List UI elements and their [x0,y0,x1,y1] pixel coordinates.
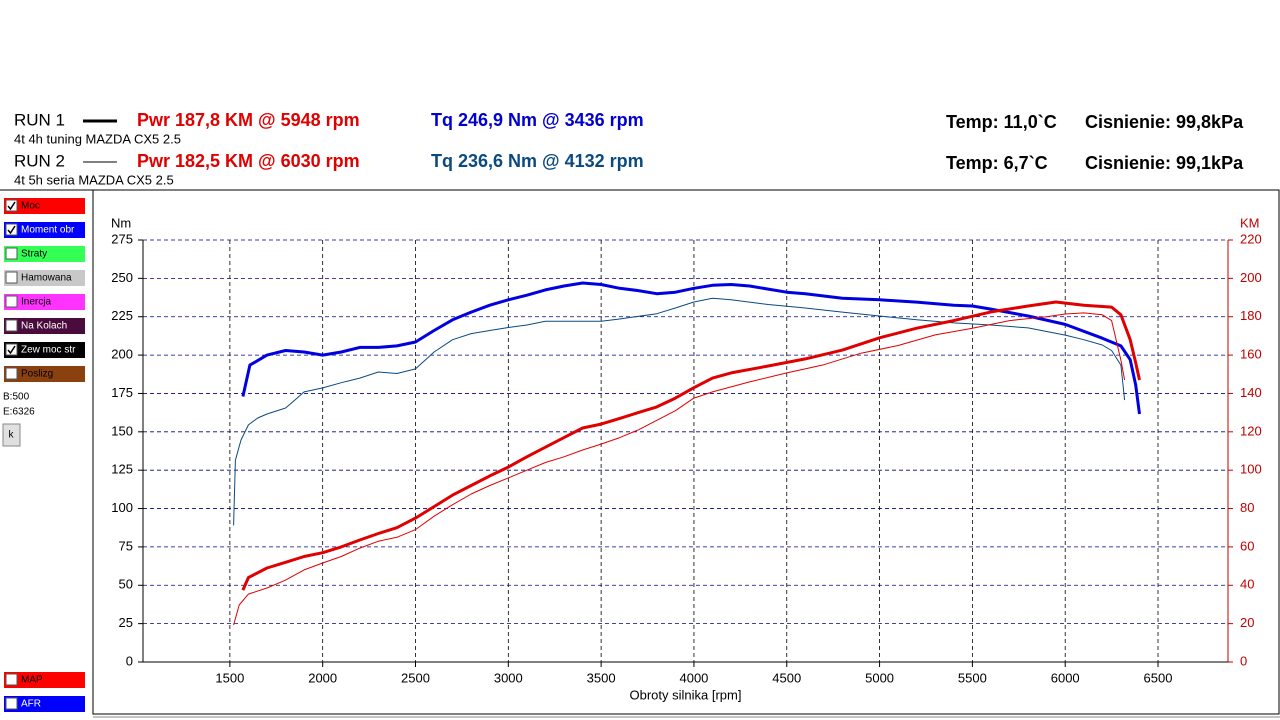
checkbox-label: AFR [21,699,41,710]
y-tick-label: 250 [111,270,133,285]
y2-tick-label: 100 [1240,462,1262,477]
checkbox-button[interactable] [4,318,85,334]
run-power: Pwr 182,5 KM @ 6030 rpm [137,151,360,171]
checkbox[interactable] [5,247,18,260]
checkbox[interactable] [5,319,18,332]
run-description: 4t 4h tuning MAZDA CX5 2.5 [14,131,181,146]
run-name: RUN 1 [14,110,65,129]
y-tick-label: 175 [111,385,133,400]
data-line [233,297,1126,526]
y2-tick-label: 140 [1240,385,1262,400]
y2-tick-label: 0 [1240,653,1247,668]
x-tick-label: 2000 [308,670,337,685]
x-tick-label: 3500 [587,670,616,685]
checkbox-button[interactable] [4,246,85,262]
y2-tick-label: 120 [1240,423,1262,438]
x-tick-label: 6500 [1144,670,1173,685]
run-pressure: Cisnienie: 99,8kPa [1085,112,1244,132]
checkbox-button[interactable] [4,294,85,310]
checkbox-label: Hamowana [21,273,72,284]
y-axis-label: Nm [111,215,131,230]
checkbox[interactable] [5,223,18,236]
check-mark [7,345,16,355]
y2-tick-label: 80 [1240,500,1254,515]
checkbox[interactable] [5,295,18,308]
x-tick-label: 6000 [1051,670,1080,685]
checkbox-label: MAP [21,675,43,686]
run-power: Pwr 187,8 KM @ 5948 rpm [137,110,360,130]
info-text: B:500 [3,392,30,403]
checkbox-button[interactable] [4,696,85,712]
checkbox[interactable] [5,697,18,710]
y2-tick-label: 200 [1240,270,1262,285]
run-temp: Temp: 6,7`C [946,153,1048,173]
check-mark [7,201,16,211]
checkbox-button[interactable] [4,342,85,358]
y2-tick-label: 60 [1240,538,1254,553]
y-tick-label: 225 [111,308,133,323]
y-tick-label: 200 [111,347,133,362]
x-tick-label: 1500 [215,670,244,685]
y-tick-label: 0 [126,653,133,668]
checkbox-label: Zew moc str [21,345,76,356]
checkbox-label: Inercja [21,297,51,308]
checkbox-label: Moment obr [21,225,75,236]
run-temp: Temp: 11,0`C [946,112,1057,132]
x-axis-label: Obroty silnika [rpm] [630,687,742,702]
run-pressure: Cisnienie: 99,1kPa [1085,153,1244,173]
run-torque: Tq 236,6 Nm @ 4132 rpm [431,151,644,171]
y-tick-label: 125 [111,462,133,477]
checkbox-button[interactable] [4,270,85,286]
data-line [241,281,1141,415]
y2-tick-label: 40 [1240,577,1254,592]
checkbox[interactable] [5,199,18,212]
data-line [241,300,1141,591]
y2-tick-label: 160 [1240,347,1262,362]
y-tick-label: 75 [119,538,133,553]
x-tick-label: 2500 [401,670,430,685]
run-torque: Tq 246,9 Nm @ 3436 rpm [431,110,644,130]
checkbox-label: Moc [21,201,40,212]
y2-tick-label: 180 [1240,308,1262,323]
button-label: k [9,430,15,441]
checkbox-label: Na Kolach [21,321,67,332]
data-line [233,312,1126,626]
checkbox[interactable] [5,271,18,284]
y-tick-label: 50 [119,577,133,592]
y-tick-label: 100 [111,500,133,515]
check-mark [7,225,16,235]
checkbox-label: Straty [21,249,47,260]
checkbox-button[interactable] [4,366,85,382]
checkbox[interactable] [5,343,18,356]
x-tick-label: 4000 [679,670,708,685]
x-tick-label: 3000 [494,670,523,685]
run-name: RUN 2 [14,151,65,170]
x-tick-label: 4500 [772,670,801,685]
y2-tick-label: 20 [1240,615,1254,630]
y2-axis-label: KM [1240,215,1260,230]
y-tick-label: 150 [111,423,133,438]
x-tick-label: 5000 [865,670,894,685]
checkbox[interactable] [5,673,18,686]
checkbox-button[interactable] [4,222,85,238]
y2-tick-label: 220 [1240,231,1262,246]
checkbox-button[interactable] [4,672,85,688]
y-tick-label: 275 [111,231,133,246]
y-tick-label: 25 [119,615,133,630]
plot-frame [92,189,1280,715]
info-text: E:6326 [3,407,35,418]
button[interactable] [2,423,21,447]
run-description: 4t 5h seria MAZDA CX5 2.5 [14,172,174,187]
checkbox-button[interactable] [4,198,85,214]
x-tick-label: 5500 [958,670,987,685]
checkbox[interactable] [5,367,18,380]
checkbox-label: Poslizg [21,369,53,380]
